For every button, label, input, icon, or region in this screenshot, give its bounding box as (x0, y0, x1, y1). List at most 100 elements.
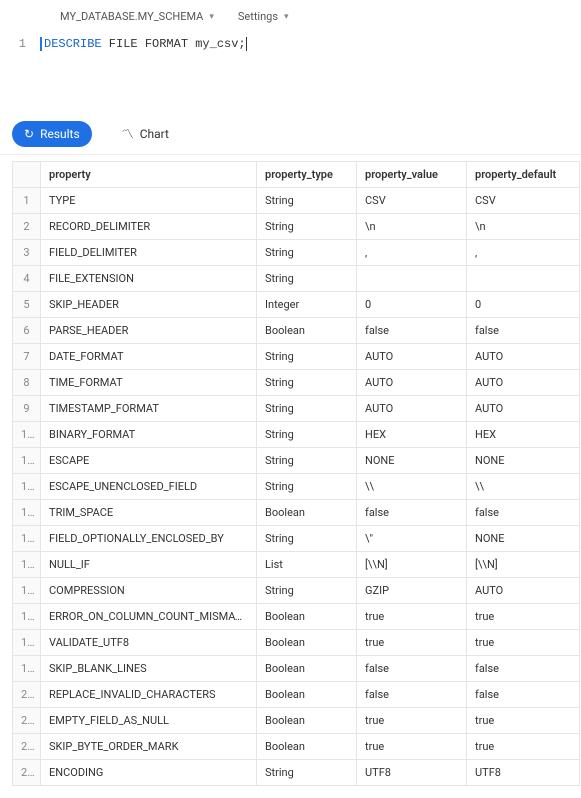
table-row[interactable]: 1TYPEStringCSVCSV (13, 188, 580, 214)
tab-chart[interactable]: 〽 Chart (110, 119, 181, 148)
table-row[interactable]: 19SKIP_BLANK_LINESBooleanfalsefalse (13, 656, 580, 682)
cell-property-value: false (357, 318, 467, 344)
cell-property-type: String (257, 396, 357, 422)
cell-property: ERROR_ON_COLUMN_COUNT_MISMATCH (41, 604, 257, 630)
sql-keyword: DESCRIBE (44, 37, 102, 51)
cell-property-type: String (257, 474, 357, 500)
row-number: 11 (13, 448, 41, 474)
header-property-type[interactable]: property_type (257, 162, 357, 188)
table-row[interactable]: 16COMPRESSIONStringGZIPAUTO (13, 578, 580, 604)
header-property-default[interactable]: property_default (467, 162, 580, 188)
table-row[interactable]: 20REPLACE_INVALID_CHARACTERSBooleanfalse… (13, 682, 580, 708)
row-number: 21 (13, 708, 41, 734)
cell-property-type: Integer (257, 292, 357, 318)
cell-property-type: Boolean (257, 630, 357, 656)
table-row[interactable]: 23ENCODINGStringUTF8UTF8 (13, 760, 580, 786)
cell-property-default: 0 (467, 292, 580, 318)
table-row[interactable]: 10BINARY_FORMATStringHEXHEX (13, 422, 580, 448)
cell-property-value: false (357, 656, 467, 682)
table-body: 1TYPEStringCSVCSV2RECORD_DELIMITERString… (13, 188, 580, 786)
cell-property-default: AUTO (467, 344, 580, 370)
cell-property: PARSE_HEADER (41, 318, 257, 344)
cell-property-value: false (357, 682, 467, 708)
cell-property-type: String (257, 188, 357, 214)
cell-property-default: true (467, 708, 580, 734)
cell-property-value: true (357, 604, 467, 630)
row-number: 13 (13, 500, 41, 526)
cell-property-value (357, 266, 467, 292)
table-row[interactable]: 11ESCAPEStringNONENONE (13, 448, 580, 474)
cell-property: FILE_EXTENSION (41, 266, 257, 292)
row-number: 1 (13, 188, 41, 214)
cell-property-type: String (257, 578, 357, 604)
chart-icon: 〽 (122, 125, 134, 142)
refresh-icon: ↻ (24, 127, 34, 141)
cell-property: TIME_FORMAT (41, 370, 257, 396)
cell-property-default: AUTO (467, 370, 580, 396)
table-row[interactable]: 13TRIM_SPACEBooleanfalsefalse (13, 500, 580, 526)
header-rownum (13, 162, 41, 188)
row-number: 10 (13, 422, 41, 448)
context-bar: MY_DATABASE.MY_SCHEMA ▾ Settings ▾ (0, 0, 581, 29)
table-row[interactable]: 9TIMESTAMP_FORMATStringAUTOAUTO (13, 396, 580, 422)
cell-property: ESCAPE (41, 448, 257, 474)
row-number: 6 (13, 318, 41, 344)
cell-property-type: Boolean (257, 318, 357, 344)
line-number: 1 (19, 37, 26, 51)
table-row[interactable]: 18VALIDATE_UTF8Booleantruetrue (13, 630, 580, 656)
table-row[interactable]: 7DATE_FORMATStringAUTOAUTO (13, 344, 580, 370)
database-context-selector[interactable]: MY_DATABASE.MY_SCHEMA ▾ (60, 10, 214, 23)
row-number: 18 (13, 630, 41, 656)
table-row[interactable]: 8TIME_FORMATStringAUTOAUTO (13, 370, 580, 396)
cell-property-default: false (467, 682, 580, 708)
row-number: 22 (13, 734, 41, 760)
cell-property-default: NONE (467, 526, 580, 552)
table-row[interactable]: 21EMPTY_FIELD_AS_NULLBooleantruetrue (13, 708, 580, 734)
table-row[interactable]: 14FIELD_OPTIONALLY_ENCLOSED_BYString\"NO… (13, 526, 580, 552)
cell-property-default: NONE (467, 448, 580, 474)
header-property-value[interactable]: property_value (357, 162, 467, 188)
cell-property-default: false (467, 318, 580, 344)
row-number: 17 (13, 604, 41, 630)
cell-property-default: , (467, 240, 580, 266)
row-number: 14 (13, 526, 41, 552)
table-row[interactable]: 17ERROR_ON_COLUMN_COUNT_MISMATCHBooleant… (13, 604, 580, 630)
results-table-wrap: property property_type property_value pr… (0, 155, 581, 798)
cell-property-default: true (467, 734, 580, 760)
cell-property: BINARY_FORMAT (41, 422, 257, 448)
table-row[interactable]: 5SKIP_HEADERInteger00 (13, 292, 580, 318)
cell-property: NULL_IF (41, 552, 257, 578)
header-property[interactable]: property (41, 162, 257, 188)
cell-property-default: \\ (467, 474, 580, 500)
table-row[interactable]: 6PARSE_HEADERBooleanfalsefalse (13, 318, 580, 344)
cell-property: REPLACE_INVALID_CHARACTERS (41, 682, 257, 708)
cell-property-type: String (257, 448, 357, 474)
cell-property-default: UTF8 (467, 760, 580, 786)
cell-property-value: CSV (357, 188, 467, 214)
cell-property-default: HEX (467, 422, 580, 448)
table-row[interactable]: 12ESCAPE_UNENCLOSED_FIELDString\\\\ (13, 474, 580, 500)
cell-property-type: Boolean (257, 682, 357, 708)
cell-property: SKIP_BYTE_ORDER_MARK (41, 734, 257, 760)
row-number: 19 (13, 656, 41, 682)
cell-property: ENCODING (41, 760, 257, 786)
tab-results[interactable]: ↻ Results (12, 121, 92, 147)
table-row[interactable]: 15NULL_IFList[\\N][\\N] (13, 552, 580, 578)
cell-property-value: AUTO (357, 344, 467, 370)
settings-menu[interactable]: Settings ▾ (238, 10, 289, 23)
cell-property-type: String (257, 214, 357, 240)
cell-property-value: true (357, 734, 467, 760)
row-number: 12 (13, 474, 41, 500)
cell-property: DATE_FORMAT (41, 344, 257, 370)
result-tabs: ↻ Results 〽 Chart (0, 113, 581, 155)
row-number: 23 (13, 760, 41, 786)
table-row[interactable]: 3FIELD_DELIMITERString,, (13, 240, 580, 266)
row-number: 7 (13, 344, 41, 370)
code-line[interactable]: DESCRIBE FILE FORMAT my_csv; (40, 35, 247, 53)
table-row[interactable]: 22SKIP_BYTE_ORDER_MARKBooleantruetrue (13, 734, 580, 760)
table-row[interactable]: 2RECORD_DELIMITERString\n\n (13, 214, 580, 240)
line-gutter: 1 (0, 35, 40, 53)
cell-property-type: Boolean (257, 708, 357, 734)
table-row[interactable]: 4FILE_EXTENSIONString (13, 266, 580, 292)
sql-editor[interactable]: 1 DESCRIBE FILE FORMAT my_csv; (0, 29, 581, 113)
